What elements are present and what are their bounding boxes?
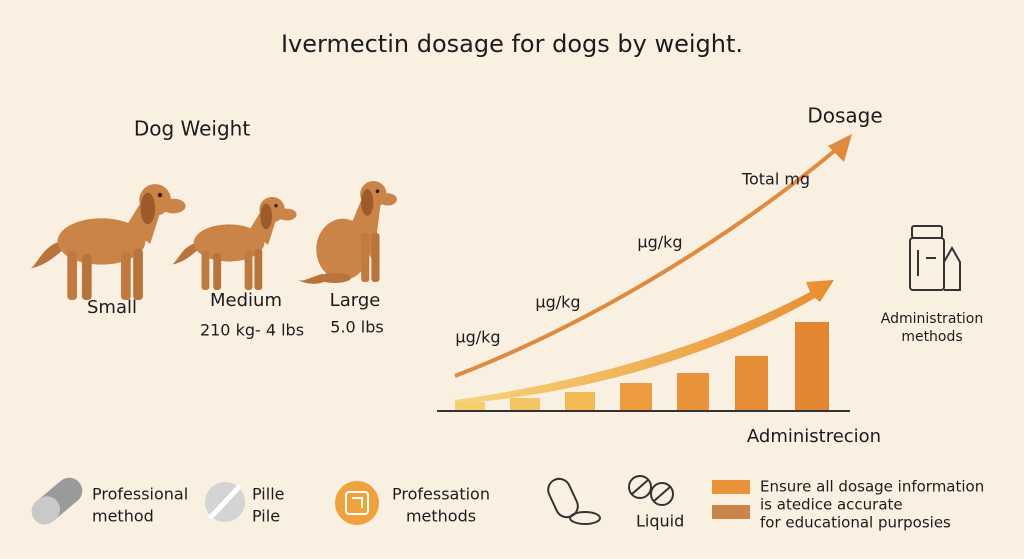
dog-label: Small (87, 297, 137, 318)
footer-label: Liquid (636, 512, 684, 531)
note: for educational purposies (760, 514, 951, 532)
dosage-graphic (437, 134, 852, 412)
bar (455, 402, 485, 411)
dosage-heading: Dosage (807, 104, 882, 128)
capsule-icon (31, 477, 83, 525)
legend-swatch (712, 480, 750, 494)
footer-label: methods (406, 507, 476, 526)
footer-label: Pile (252, 507, 280, 526)
dosage-label: Total mg (741, 170, 810, 189)
bar (510, 398, 540, 411)
bar (795, 322, 829, 411)
side-label: methods (901, 329, 962, 345)
legend-swatch (712, 505, 750, 519)
bars (455, 322, 829, 411)
tablets-icon (547, 477, 601, 525)
dog-label: Medium (210, 290, 282, 311)
bar (565, 392, 595, 411)
bar (677, 373, 709, 411)
bar (620, 383, 652, 411)
dog-label: Large (330, 290, 381, 311)
bar (735, 356, 768, 411)
dog-small (30, 184, 186, 300)
dog-range: 5.0 lbs (330, 318, 383, 337)
method-icon (335, 481, 379, 525)
dog-large (297, 181, 397, 284)
note: Ensure all dosage information (760, 478, 984, 496)
dosage-arrow (454, 146, 840, 378)
dog-range: 210 kg- 4 lbs (200, 321, 304, 340)
pill-icon (205, 482, 245, 522)
dosage-label: μg/kg (535, 293, 580, 312)
side-label: Administration (881, 311, 983, 327)
footer-label: method (92, 507, 154, 526)
bottle-icon (909, 225, 961, 291)
axis-label: Administrecion (747, 426, 881, 447)
arrow-head (828, 134, 852, 162)
dosage-label: μg/kg (637, 233, 682, 252)
footer-label: Professation (392, 485, 490, 504)
note: is atedice accurate (760, 496, 903, 514)
title: Ivermectin dosage for dogs by weight. (281, 30, 743, 58)
weight-heading: Dog Weight (134, 117, 251, 141)
dog-medium (172, 196, 297, 290)
dosage-label: μg/kg (455, 328, 500, 347)
round-pills-icon (628, 475, 674, 506)
footer-label: Professional (92, 485, 188, 504)
footer-label: Pille (252, 485, 284, 504)
